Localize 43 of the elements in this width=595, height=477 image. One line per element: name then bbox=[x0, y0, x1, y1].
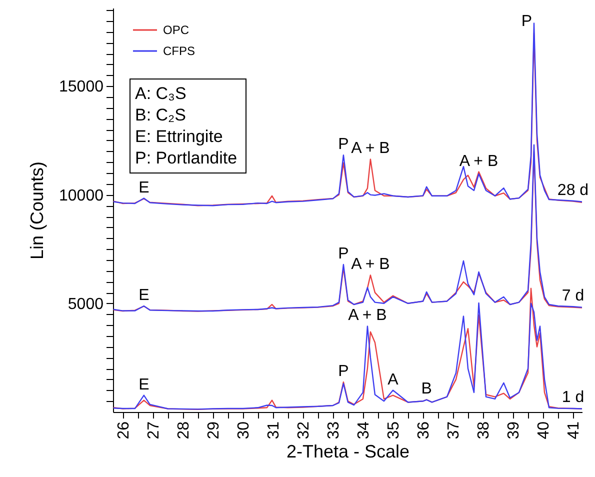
annotation: A + B bbox=[351, 256, 390, 274]
x-tick-label: 31 bbox=[265, 421, 282, 440]
y-tick-label: 10000 bbox=[59, 187, 104, 204]
x-tick-label: 26 bbox=[115, 421, 132, 440]
annotation: A + B bbox=[459, 152, 498, 170]
annotation: P bbox=[338, 246, 349, 263]
x-tick-label: 27 bbox=[145, 421, 162, 440]
annotation: A: C₃S bbox=[135, 84, 186, 103]
annotation: P bbox=[338, 136, 349, 154]
x-tick-label: 34 bbox=[355, 421, 372, 440]
annotation: P bbox=[338, 363, 349, 380]
x-tick-label: 36 bbox=[415, 421, 432, 440]
x-tick-label: 41 bbox=[566, 421, 582, 440]
x-tick-label: 32 bbox=[295, 421, 312, 440]
annotation: 7 d bbox=[562, 288, 584, 305]
annotation: P: Portlandite bbox=[135, 148, 238, 168]
annotation: 28 d bbox=[557, 182, 589, 199]
x-tick-label: 30 bbox=[235, 421, 252, 440]
y-axis-title: Lin (Counts) bbox=[27, 161, 48, 260]
annotation: E: Ettringite bbox=[135, 127, 223, 146]
x-tick-label: 33 bbox=[325, 421, 342, 440]
x-tick-label: 38 bbox=[475, 421, 492, 440]
x-tick-label: 40 bbox=[535, 421, 552, 440]
x-tick-label: 35 bbox=[385, 421, 402, 440]
x-tick-label: 37 bbox=[445, 421, 462, 440]
y-tick-label: 15000 bbox=[59, 78, 104, 96]
annotation: E bbox=[138, 179, 150, 196]
y-tick-label: 5000 bbox=[68, 296, 104, 313]
x-tick-label: 39 bbox=[505, 421, 522, 440]
annotation: B: C₂S bbox=[135, 106, 186, 124]
annotation: B bbox=[421, 380, 432, 398]
annotation: A + B bbox=[348, 307, 387, 324]
annotation: A + B bbox=[351, 140, 390, 158]
annotation: A bbox=[388, 371, 399, 388]
x-axis-title: 2-Theta - Scale bbox=[286, 441, 410, 462]
legend-label: CFPS bbox=[163, 44, 196, 58]
annotation: 1 d bbox=[562, 389, 584, 406]
annotation: P bbox=[521, 13, 532, 30]
annotation: E bbox=[138, 287, 150, 304]
legend-label: OPC bbox=[163, 23, 190, 37]
x-tick-label: 29 bbox=[205, 421, 222, 440]
x-tick-label: 28 bbox=[175, 421, 192, 440]
annotation: E bbox=[138, 376, 150, 394]
